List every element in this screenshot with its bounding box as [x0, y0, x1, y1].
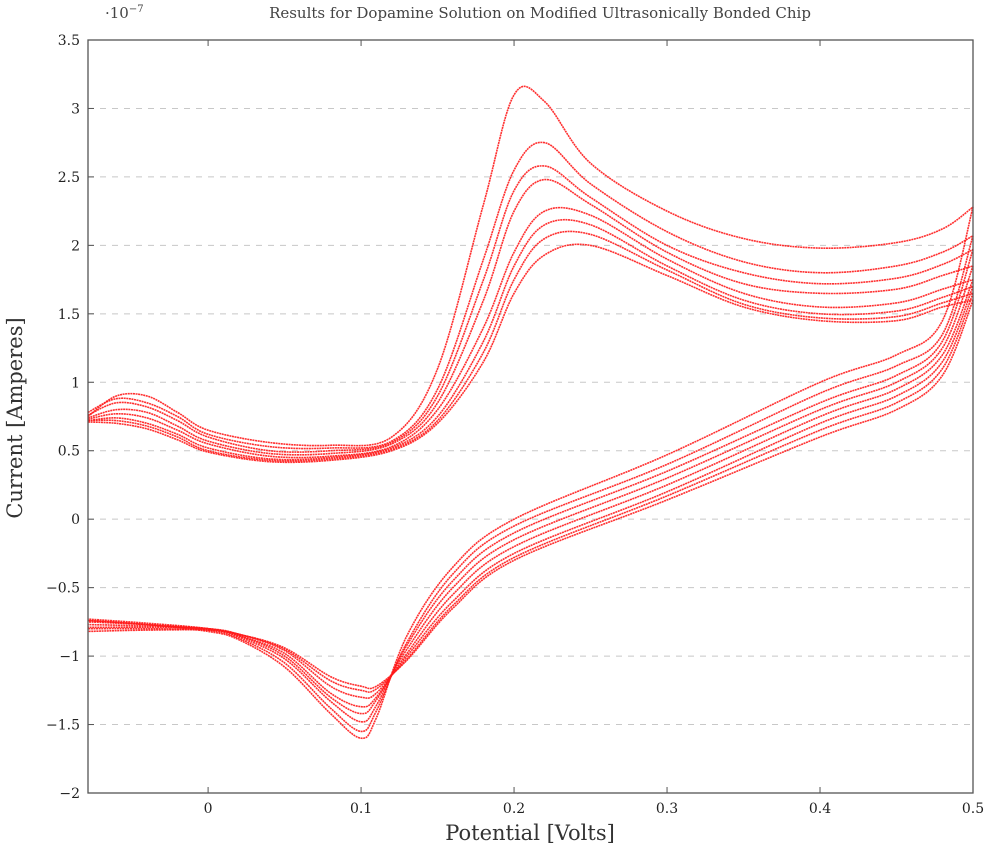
x-tick-label: 0.2 [503, 801, 525, 817]
series-7-forward-scan [87, 230, 974, 462]
y-tick-label: 2.5 [58, 170, 80, 186]
y-tick-label: −1.5 [46, 718, 80, 734]
axis-ticks: −2 −1.5 −1 −0.5 0 0.5 1 1.5 2 2.5 3 3.5 0 0.1 0.2 0.3 0.… [46, 33, 984, 817]
y-axis-label: Current [Amperes] [3, 317, 27, 518]
y-tick-label: 0.5 [58, 444, 80, 460]
series-4-forward-scan [87, 178, 974, 456]
series-8-reverse-scan [87, 299, 974, 690]
series-6-forward-scan [87, 218, 974, 461]
series-3-reverse-scan [87, 249, 974, 723]
chart-title: Results for Dopamine Solution on Modifie… [269, 4, 811, 22]
y-tick-label: 0 [71, 512, 80, 528]
series-2-forward-scan [87, 141, 974, 450]
series-7-reverse-scan [87, 292, 974, 693]
plot-frame [87, 39, 974, 794]
y-tick-label: 1.5 [58, 307, 80, 323]
y-tick-label: 2 [71, 238, 80, 254]
series-1-reverse-scan [87, 206, 974, 740]
y-tick-label: −0.5 [46, 581, 80, 597]
x-tick-label: 0 [204, 801, 213, 817]
x-tick-label: 0.5 [962, 801, 984, 817]
series-4-reverse-scan [87, 265, 974, 715]
x-tick-label: 0.3 [656, 801, 678, 817]
series-8-forward-scan [87, 243, 974, 464]
y-tick-label: −2 [59, 786, 80, 802]
series-1-forward-scan [87, 85, 974, 447]
series-6-reverse-scan [87, 286, 974, 699]
y-tick-label: 1 [71, 375, 80, 391]
y-tick-label: 3.5 [58, 33, 80, 49]
series-2-reverse-scan [87, 235, 974, 733]
series-3-forward-scan [87, 165, 974, 453]
series-5-forward-scan [87, 206, 974, 459]
series-5-reverse-scan [87, 279, 974, 708]
x-axis-label: Potential [Volts] [445, 821, 615, 845]
y-scale-multiplier: ·10−7 [105, 4, 144, 22]
y-tick-label: −1 [59, 649, 80, 665]
y-tick-label: 3 [71, 101, 80, 117]
x-tick-label: 0.1 [350, 801, 372, 817]
x-tick-label: 0.4 [809, 801, 831, 817]
series-group [87, 85, 974, 740]
